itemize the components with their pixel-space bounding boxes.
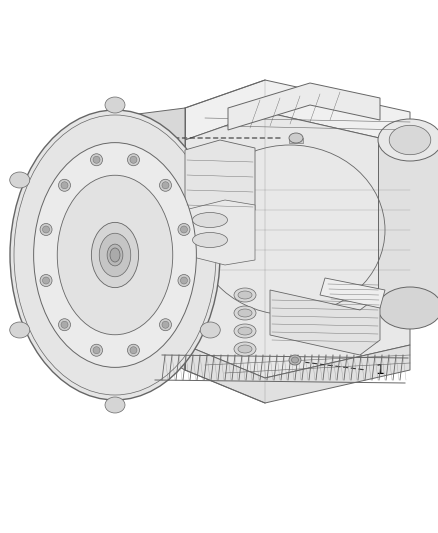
Polygon shape <box>185 345 410 403</box>
Ellipse shape <box>238 309 252 317</box>
Ellipse shape <box>10 110 220 400</box>
Ellipse shape <box>192 232 227 247</box>
Ellipse shape <box>61 182 68 189</box>
Ellipse shape <box>42 277 49 284</box>
Ellipse shape <box>59 319 71 330</box>
Polygon shape <box>185 200 255 265</box>
Ellipse shape <box>92 222 138 288</box>
Ellipse shape <box>107 244 123 266</box>
Polygon shape <box>130 108 185 370</box>
Ellipse shape <box>10 172 30 188</box>
Ellipse shape <box>57 175 173 335</box>
Ellipse shape <box>99 233 131 277</box>
Text: 2: 2 <box>78 131 86 145</box>
Ellipse shape <box>180 277 187 284</box>
Ellipse shape <box>159 179 172 191</box>
Ellipse shape <box>389 125 431 155</box>
Ellipse shape <box>110 248 120 262</box>
Ellipse shape <box>10 322 30 338</box>
Ellipse shape <box>127 154 139 166</box>
Ellipse shape <box>105 97 125 113</box>
Ellipse shape <box>59 179 71 191</box>
Ellipse shape <box>378 287 438 329</box>
Polygon shape <box>378 140 438 308</box>
Ellipse shape <box>378 119 438 161</box>
Ellipse shape <box>127 344 139 356</box>
Ellipse shape <box>105 397 125 413</box>
Ellipse shape <box>130 347 137 354</box>
Ellipse shape <box>61 321 68 328</box>
Ellipse shape <box>93 347 100 354</box>
Ellipse shape <box>234 306 256 320</box>
Ellipse shape <box>200 322 220 338</box>
Ellipse shape <box>238 345 252 353</box>
Ellipse shape <box>289 133 303 143</box>
Polygon shape <box>185 140 255 220</box>
Ellipse shape <box>234 342 256 356</box>
Ellipse shape <box>93 156 100 163</box>
Ellipse shape <box>42 226 49 233</box>
Ellipse shape <box>238 291 252 299</box>
Ellipse shape <box>178 223 190 236</box>
Polygon shape <box>185 80 410 145</box>
Ellipse shape <box>292 357 299 363</box>
Ellipse shape <box>180 226 187 233</box>
Ellipse shape <box>91 154 102 166</box>
Ellipse shape <box>34 143 196 367</box>
Ellipse shape <box>200 172 220 188</box>
Polygon shape <box>228 83 380 130</box>
Ellipse shape <box>130 156 137 163</box>
Ellipse shape <box>178 274 190 287</box>
Polygon shape <box>289 138 303 143</box>
Ellipse shape <box>289 355 301 365</box>
Polygon shape <box>320 278 385 308</box>
Ellipse shape <box>238 327 252 335</box>
Polygon shape <box>185 112 410 378</box>
Polygon shape <box>270 290 380 355</box>
Ellipse shape <box>234 324 256 338</box>
Ellipse shape <box>162 321 169 328</box>
Ellipse shape <box>234 288 256 302</box>
Text: 1: 1 <box>375 363 385 377</box>
Ellipse shape <box>91 344 102 356</box>
Ellipse shape <box>159 319 172 330</box>
Ellipse shape <box>162 182 169 189</box>
Ellipse shape <box>192 213 227 228</box>
Ellipse shape <box>40 274 52 287</box>
Ellipse shape <box>40 223 52 236</box>
